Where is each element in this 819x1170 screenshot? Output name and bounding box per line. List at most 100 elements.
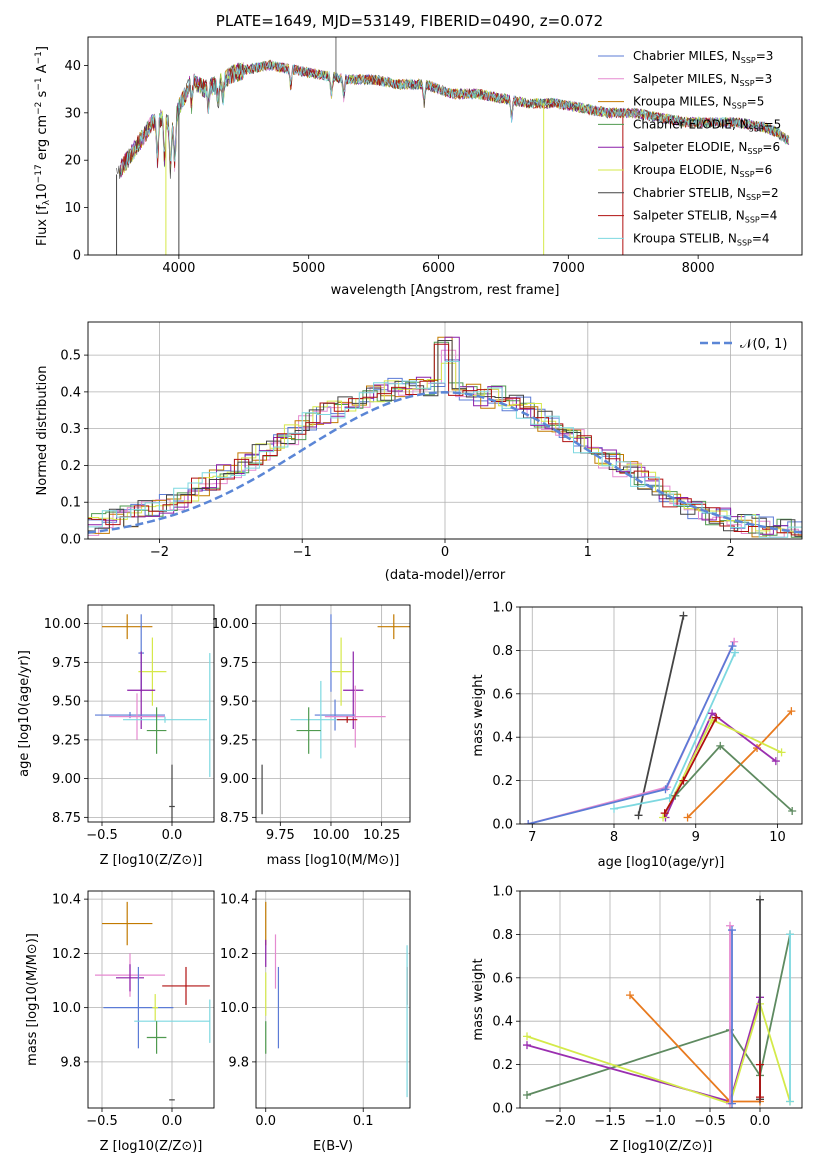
y-tick-label: 30 xyxy=(64,106,81,121)
series-marker-kroupa_stelib xyxy=(730,648,739,657)
series-marker-salpeter_stelib xyxy=(756,1093,764,1102)
y-tick-label: 0.6 xyxy=(492,971,513,986)
x-tick-label: 4000 xyxy=(162,261,195,276)
x-tick-label: −1.0 xyxy=(644,1114,676,1129)
x-tick-label: 5000 xyxy=(292,261,325,276)
x-tick-label: 0.0 xyxy=(162,828,183,843)
x-tick-label: 8 xyxy=(610,830,618,845)
y-tick-label: 8.75 xyxy=(52,811,81,826)
normal-curve xyxy=(88,391,802,534)
x-axis-label: wavelength [Angstrom, rest frame] xyxy=(331,283,560,298)
spectrum-line-kroupa_stelib xyxy=(120,60,789,175)
y-tick-label: 0.4 xyxy=(60,385,81,400)
x-tick-label: 9.75 xyxy=(266,828,295,843)
series-line-ab_chabrier_elodie xyxy=(526,934,791,1096)
y-tick-label: 0.0 xyxy=(492,818,513,833)
series-marker-kroupa_stelib xyxy=(786,930,794,939)
series-marker-ab_chabrier_elodie xyxy=(523,1090,531,1099)
y-axis-label: mass [log10(M/M⊙)] xyxy=(25,933,40,1066)
legend-entry: Kroupa STELIB, NSSP=4 xyxy=(633,231,770,247)
y-tick-label: 9.8 xyxy=(228,1055,249,1070)
x-tick-label: 10.25 xyxy=(363,828,400,843)
series-marker-salpeter_stelib xyxy=(712,713,721,722)
y-tick-label: 0.2 xyxy=(60,459,81,474)
x-axis-label: Z [log10(Z/Z⊙)] xyxy=(610,1139,713,1154)
series-marker-ab_kroupa_elodie xyxy=(659,813,668,822)
axes-frame xyxy=(519,890,803,1109)
y-tick-label: 0.5 xyxy=(60,349,81,364)
series-marker-ab_kroupa_miles xyxy=(683,813,692,822)
histogram-kroupa_elodie xyxy=(88,362,802,537)
y-tick-label: 9.50 xyxy=(52,695,81,710)
x-tick-label: −0.5 xyxy=(86,828,118,843)
legend-entry: Kroupa ELODIE, NSSP=6 xyxy=(633,163,772,179)
histogram-kroupa_stelib xyxy=(88,360,802,538)
series-marker-salpeter_stelib xyxy=(756,1060,764,1069)
y-tick-label: 9.75 xyxy=(52,656,81,671)
x-tick-label: 7 xyxy=(528,830,536,845)
y-tick-label: 0.0 xyxy=(492,1102,513,1117)
x-axis-label: age [log10(age/yr)] xyxy=(598,855,725,870)
x-axis-label: Z [log10(Z/Z⊙)] xyxy=(100,1139,203,1154)
points-group xyxy=(95,614,211,822)
y-tick-label: 8.75 xyxy=(220,811,249,826)
legend-entry: Chabrier STELIB, NSSP=2 xyxy=(633,186,779,202)
x-tick-label: 0.1 xyxy=(353,1114,374,1129)
x-axis-label: mass [log10(M/M⊙)] xyxy=(267,853,400,868)
histogram-salpeter_stelib xyxy=(88,343,802,536)
x-tick-label: 9 xyxy=(692,830,700,845)
y-tick-label: 40 xyxy=(64,59,81,74)
y-tick-label: 0.4 xyxy=(492,1015,513,1030)
y-tick-label: 10.4 xyxy=(220,893,249,908)
y-tick-label: 9.00 xyxy=(220,772,249,787)
y-axis-label: mass weight xyxy=(471,958,486,1040)
y-tick-label: 10.2 xyxy=(52,947,81,962)
series-line-ab_kroupa_elodie xyxy=(526,1000,791,1105)
y-tick-label: 10.0 xyxy=(52,1001,81,1016)
x-tick-label: 1 xyxy=(584,545,592,560)
legend-entry: Salpeter MILES, NSSP=3 xyxy=(633,72,772,88)
y-axis-label: mass weight xyxy=(471,674,486,756)
points-group xyxy=(265,901,408,1098)
series-marker-chabrier_miles xyxy=(728,926,736,935)
x-tick-label: 2 xyxy=(726,545,734,560)
x-tick-label: 0.0 xyxy=(255,1114,276,1129)
y-tick-label: 20 xyxy=(64,154,81,169)
axes-frame xyxy=(87,321,803,540)
series-marker-salpeter_miles xyxy=(730,637,739,646)
histogram-salpeter_elodie xyxy=(88,336,802,538)
series-marker-chabrier_stelib xyxy=(634,811,643,820)
series-marker-kroupa_stelib xyxy=(610,804,618,813)
axes-frame xyxy=(255,890,411,1109)
y-tick-label: 10.4 xyxy=(52,893,81,908)
figure-title: PLATE=1649, MJD=53149, FIBERID=0490, z=0… xyxy=(215,12,604,30)
x-tick-label: 10 xyxy=(769,830,786,845)
series-marker-ab_kroupa_miles xyxy=(626,991,634,1000)
series-line-ab_salpeter_elodie xyxy=(526,997,761,1103)
y-tick-label: 0.8 xyxy=(492,644,513,659)
x-tick-label: 0.0 xyxy=(750,1114,771,1129)
legend-entry: Salpeter STELIB, NSSP=4 xyxy=(633,209,777,225)
x-tick-label: 7000 xyxy=(552,261,585,276)
y-tick-label: 9.50 xyxy=(220,695,249,710)
histogram-kroupa_miles xyxy=(88,336,802,538)
x-tick-label: 0.0 xyxy=(162,1114,183,1129)
y-tick-label: 0.8 xyxy=(492,928,513,943)
x-tick-label: −1.5 xyxy=(594,1114,626,1129)
legend-entry: Kroupa MILES, NSSP=5 xyxy=(633,95,764,111)
y-tick-label: 9.8 xyxy=(60,1055,81,1070)
y-tick-label: 10.0 xyxy=(220,1001,249,1016)
series-marker-ab_kroupa_elodie xyxy=(777,748,786,757)
series-marker-ab_chabrier_elodie xyxy=(716,741,725,750)
y-tick-label: 1.0 xyxy=(492,601,513,616)
x-tick-label: 0 xyxy=(441,545,449,560)
y-tick-label: 9.00 xyxy=(52,772,81,787)
points-group xyxy=(95,901,211,1101)
y-axis-label: Normed distribution xyxy=(35,366,50,496)
axes-frame xyxy=(87,890,215,1109)
x-tick-label: −2 xyxy=(150,545,169,560)
y-tick-label: 0.2 xyxy=(492,1058,513,1073)
series-marker-chabrier_miles xyxy=(524,820,533,824)
